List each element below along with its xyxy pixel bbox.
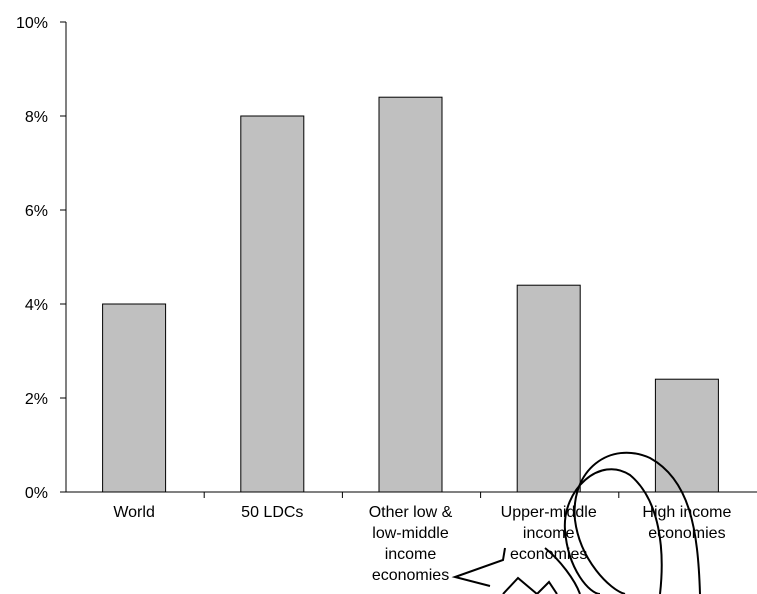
x-category-label-line: World [113,504,155,521]
x-category-label-line: low-middle [372,525,449,542]
x-category-label-line: income [385,546,437,563]
x-category-label-line: Other low & [369,504,453,521]
y-tick-label: 0% [25,485,48,502]
x-category-label-line: economies [648,525,725,542]
x-category-label-line: High income [642,504,731,521]
bar [654,378,719,493]
scribble-line-left [544,547,581,594]
y-tick-label: 2% [25,391,48,408]
scribble-loop-inner [563,468,663,594]
x-category-label-line: Upper-middle [501,504,597,521]
y-tick-label: 8% [25,109,48,126]
labels-layer: 0% 2% 4% 6% 8% 10% World 50 LDCs Other low & low-… [16,15,731,584]
bar [378,96,443,493]
y-tick-label: 6% [25,203,48,220]
bar [102,303,167,493]
scribble-arrow [451,547,506,587]
hand-drawn-annotation [451,451,701,594]
scribble-zigzag [502,576,558,594]
y-tick-label: 10% [16,15,48,32]
x-category-label: World [113,504,155,521]
bars-layer [102,96,719,493]
x-category-label: High income economies [642,504,731,542]
axes-layer [60,21,757,498]
x-category-label-line: economies [372,567,449,584]
bar [516,284,581,493]
x-category-label: 50 LDCs [241,504,303,521]
y-tick-label: 4% [25,297,48,314]
x-category-label-line: 50 LDCs [241,504,303,521]
x-category-label: Other low & low-middle income economies [369,504,453,584]
x-category-label-line: income [523,525,575,542]
scribble-loop-outer [573,451,701,594]
bar [240,115,305,493]
x-category-label-line: economies [510,546,587,563]
x-category-label: Upper-middle income economies [501,504,597,563]
